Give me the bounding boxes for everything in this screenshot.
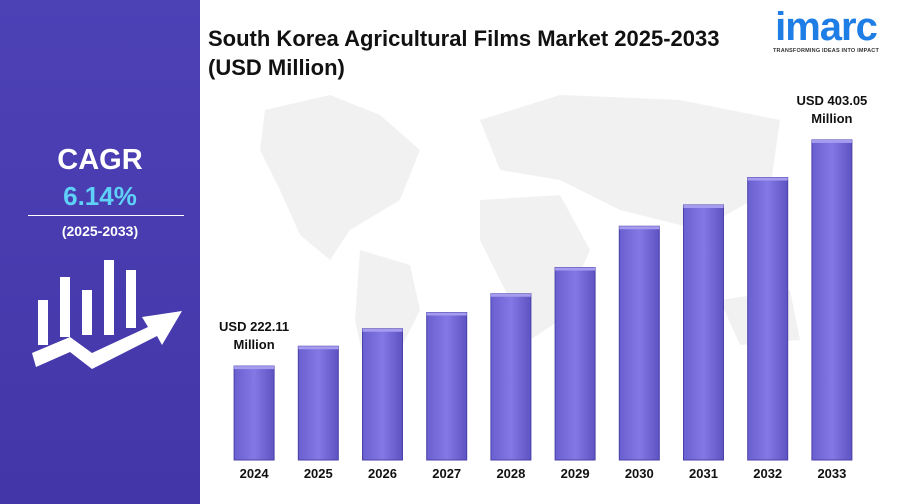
cagr-value: 6.14% <box>63 181 137 211</box>
bar-top <box>298 346 339 350</box>
bar-top <box>811 139 852 143</box>
bar <box>233 365 275 461</box>
bar-top <box>490 293 531 297</box>
bar-top <box>683 205 724 208</box>
logo: imarc TRANSFORMING IDEAS INTO IMPACT <box>764 6 888 54</box>
divider <box>28 215 184 216</box>
bar <box>426 312 468 461</box>
sidebar: CAGR 6.14% (2025-2033) <box>0 0 200 504</box>
x-tick-label: 2029 <box>561 466 590 481</box>
x-tick-label: 2026 <box>368 466 397 481</box>
bar <box>683 204 724 461</box>
bar-top <box>234 366 275 370</box>
x-tick-label: 2032 <box>753 466 782 481</box>
x-tick-label: 2031 <box>689 466 718 481</box>
x-tick-label: 2030 <box>625 466 654 481</box>
bar <box>490 293 532 461</box>
bar-top <box>747 177 788 181</box>
bar-top <box>362 328 403 332</box>
bar <box>747 177 789 461</box>
chart-title: South Korea Agricultural Films Market 20… <box>208 26 720 80</box>
cagr-label: CAGR <box>57 144 143 176</box>
value-label: USD 222.11 Million <box>219 319 290 353</box>
bar-top <box>555 267 596 271</box>
bar <box>618 225 660 461</box>
value-label: USD 403.05 Million <box>796 92 868 126</box>
growth-icon <box>32 260 182 369</box>
x-tick-label: 2028 <box>496 466 525 481</box>
bar-top <box>619 226 660 230</box>
x-tick-label: 2033 <box>817 466 846 481</box>
bar-top <box>426 312 467 316</box>
bar <box>811 139 853 461</box>
logo-tagline: TRANSFORMING IDEAS INTO IMPACT <box>772 48 880 54</box>
cagr-period: (2025-2033) <box>61 223 139 239</box>
bar <box>554 267 596 461</box>
x-tick-label: 2027 <box>432 466 461 481</box>
logo-name: imarc <box>775 5 878 49</box>
bar <box>297 345 339 461</box>
x-tick-label: 2024 <box>240 466 270 481</box>
bar <box>362 328 403 461</box>
x-tick-label: 2025 <box>304 466 333 481</box>
